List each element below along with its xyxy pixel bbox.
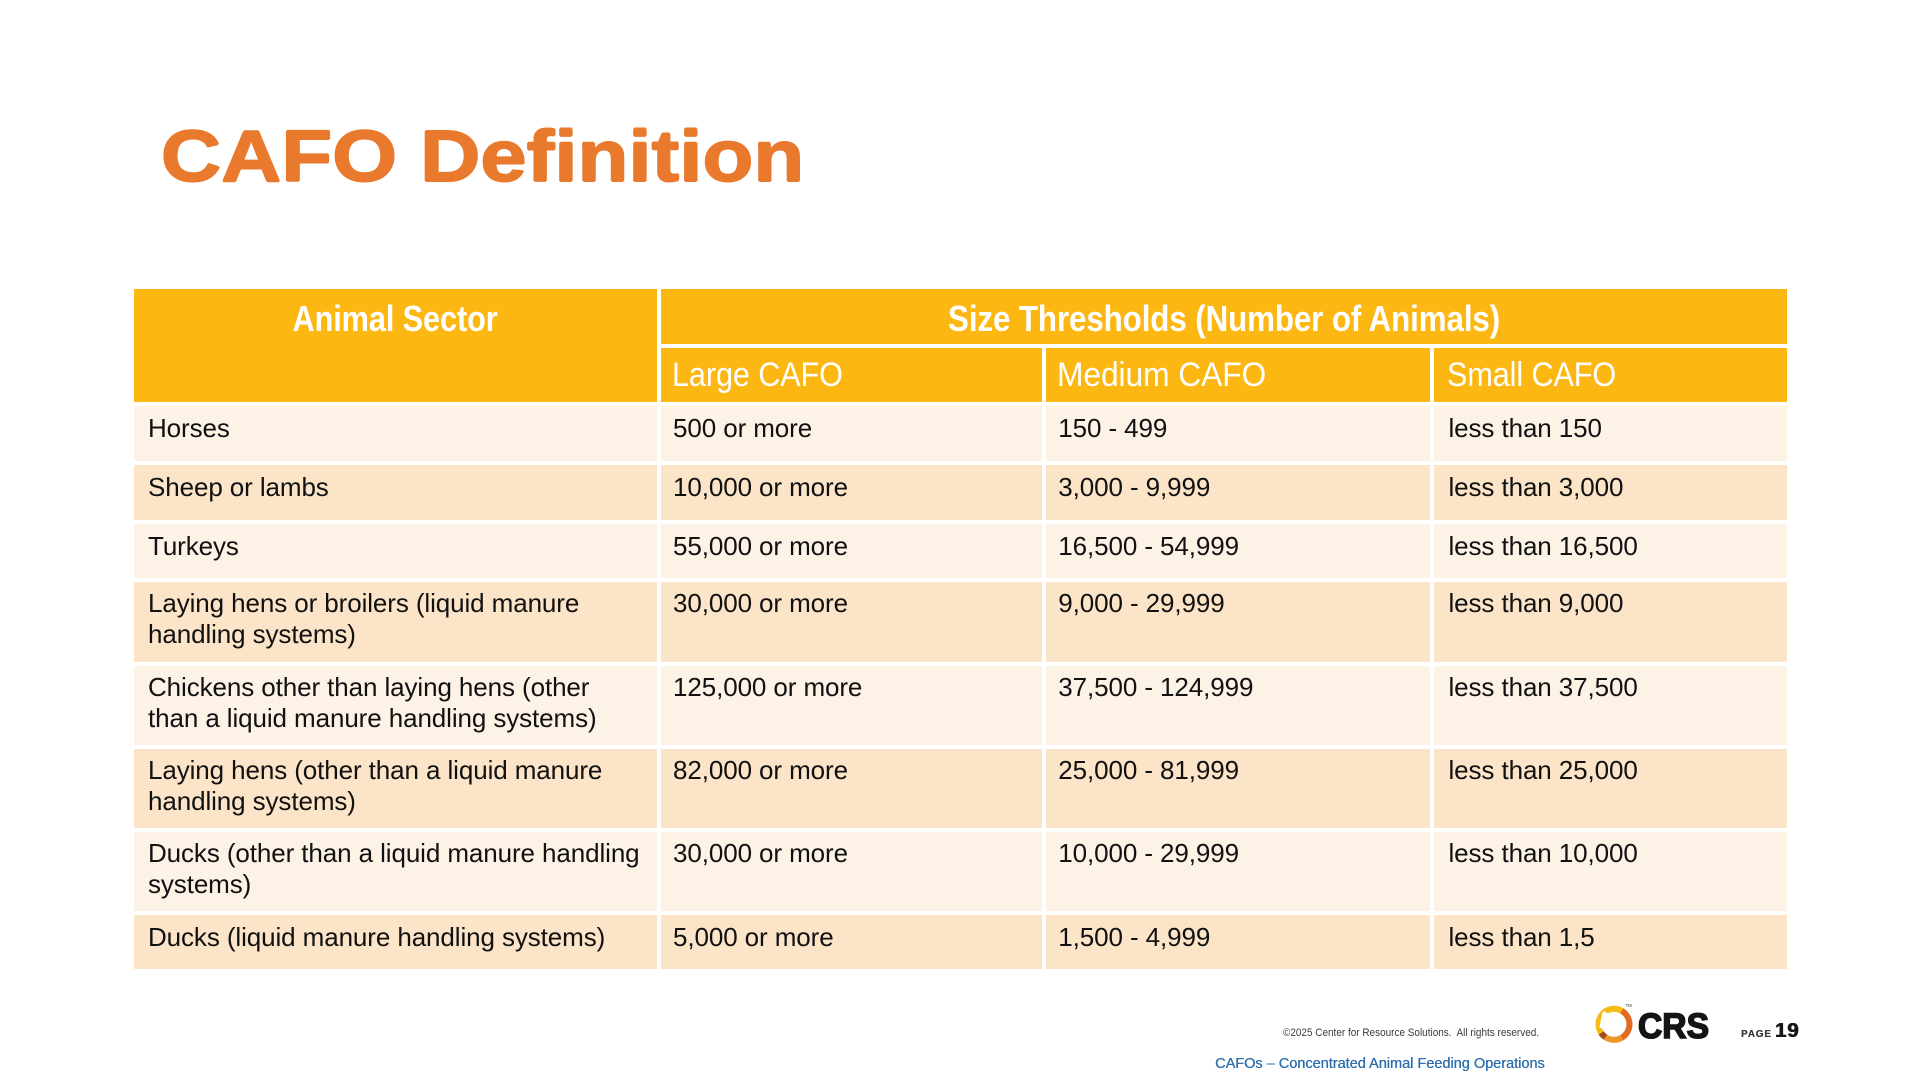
svg-text:CRS: CRS [1638,1007,1709,1046]
